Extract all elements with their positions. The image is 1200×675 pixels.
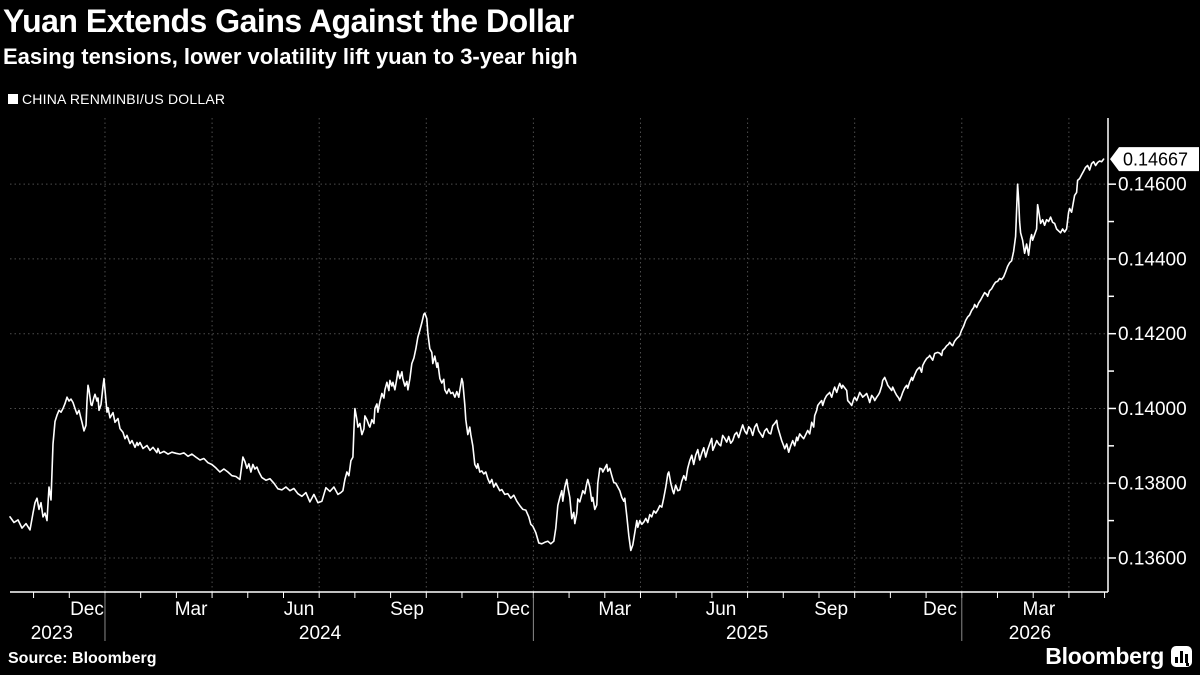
x-axis-label: Mar [1023,599,1056,620]
x-axis-label: Dec [923,599,957,620]
last-price-flag [1110,147,1199,172]
y-axis-label: 0.13800 [1118,474,1187,495]
legend-marker-icon [8,94,18,104]
y-axis-label: 0.14200 [1118,324,1187,345]
x-axis-label: Dec [70,599,104,620]
year-label: 2024 [299,623,342,644]
x-axis-label: Jun [284,599,315,620]
bloomberg-wordmark: Bloomberg [1045,643,1164,669]
x-axis-label: Jun [706,599,737,620]
x-axis-label: Dec [496,599,530,620]
x-axis-label: Mar [598,599,631,620]
y-axis-label: 0.14600 [1118,175,1187,196]
legend-label: CHINA RENMINBI/US DOLLAR [22,91,226,107]
x-axis-label: Mar [175,599,208,620]
year-label: 2023 [31,623,73,644]
chart-title: Yuan Extends Gains Against the Dollar [3,3,574,39]
x-axis-label: Sep [390,599,424,620]
bloomberg-terminal-icon [1171,646,1192,667]
chart-subtitle: Easing tensions, lower volatility lift y… [3,44,578,69]
price-line [9,158,1105,552]
y-axis-label: 0.14400 [1118,249,1187,270]
year-label: 2025 [726,623,768,644]
legend: CHINA RENMINBI/US DOLLAR [8,91,225,107]
y-axis-label: 0.13600 [1118,548,1187,569]
year-label: 2026 [1009,623,1051,644]
x-axis-label: Sep [814,599,848,620]
y-axis-label: 0.14000 [1118,399,1187,420]
last-price-label: 0.14667 [1123,150,1188,170]
source-text: Source: Bloomberg [8,650,157,667]
bloomberg-logo: Bloomberg [1045,643,1192,670]
